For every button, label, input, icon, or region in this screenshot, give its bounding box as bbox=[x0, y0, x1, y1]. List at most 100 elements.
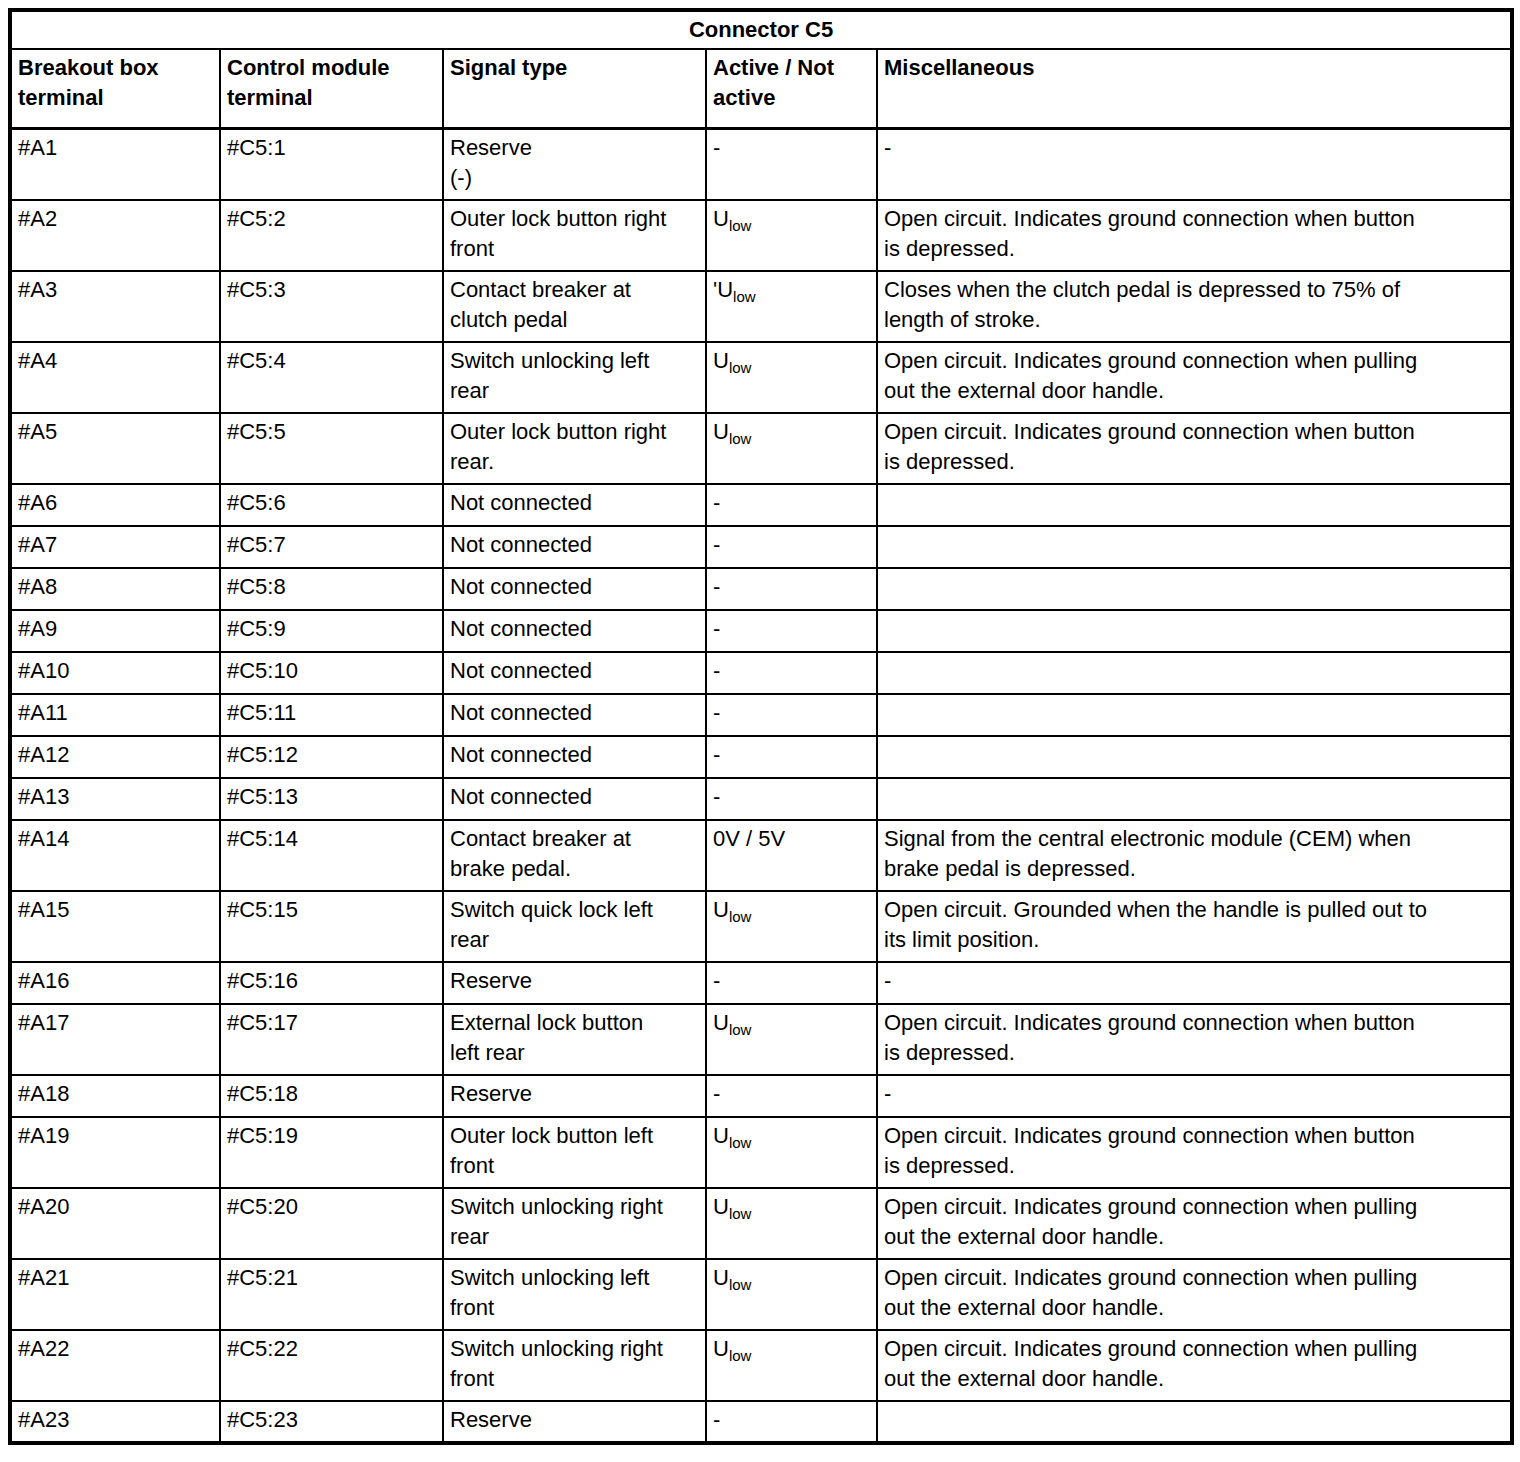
breakout-terminal-cell: #A6 bbox=[10, 484, 220, 526]
miscellaneous-cell: Open circuit. Indicates ground connectio… bbox=[877, 1117, 1512, 1188]
table-row: #A8 #C5:8 Not connected - bbox=[10, 568, 1512, 610]
active-state-cell: Ulow bbox=[706, 1259, 877, 1330]
breakout-terminal-cell: #A1 bbox=[10, 128, 220, 200]
signal-type-cell: Contact breaker at clutch pedal bbox=[443, 271, 706, 342]
miscellaneous-cell bbox=[877, 568, 1512, 610]
connector-c5-table: Connector C5 Breakout box terminal Contr… bbox=[8, 8, 1514, 1445]
breakout-terminal-cell: #A23 bbox=[10, 1401, 220, 1443]
table-row: #A2 #C5:2 Outer lock button right front … bbox=[10, 200, 1512, 271]
table-row: #A18 #C5:18 Reserve - - bbox=[10, 1075, 1512, 1117]
table-row: #A1 #C5:1 Reserve (-) - - bbox=[10, 128, 1512, 200]
table-header-row: Breakout box terminal Control module ter… bbox=[10, 49, 1512, 128]
miscellaneous-cell bbox=[877, 652, 1512, 694]
breakout-terminal-cell: #A9 bbox=[10, 610, 220, 652]
active-state-cell: - bbox=[706, 962, 877, 1004]
miscellaneous-cell: - bbox=[877, 128, 1512, 200]
miscellaneous-cell bbox=[877, 694, 1512, 736]
subscript-label: low bbox=[733, 288, 756, 305]
subscript-label: low bbox=[729, 1021, 752, 1038]
signal-type-cell: Not connected bbox=[443, 778, 706, 820]
active-state-cell: Ulow bbox=[706, 891, 877, 962]
control-module-terminal-cell: #C5:15 bbox=[220, 891, 443, 962]
column-header-active-not-active: Active / Not active bbox=[706, 49, 877, 128]
column-header-control-module-terminal: Control module terminal bbox=[220, 49, 443, 128]
table-row: #A14 #C5:14 Contact breaker at brake ped… bbox=[10, 820, 1512, 891]
miscellaneous-cell: Signal from the central electronic modul… bbox=[877, 820, 1512, 891]
breakout-terminal-cell: #A12 bbox=[10, 736, 220, 778]
active-state-cell: - bbox=[706, 128, 877, 200]
miscellaneous-cell: Open circuit. Indicates ground connectio… bbox=[877, 1188, 1512, 1259]
control-module-terminal-cell: #C5:10 bbox=[220, 652, 443, 694]
signal-type-cell: External lock button left rear bbox=[443, 1004, 706, 1075]
active-state-cell: - bbox=[706, 694, 877, 736]
table-row: #A21 #C5:21 Switch unlocking left front … bbox=[10, 1259, 1512, 1330]
document-page: Connector C5 Breakout box terminal Contr… bbox=[0, 0, 1520, 1462]
miscellaneous-cell bbox=[877, 736, 1512, 778]
signal-type-cell: Reserve bbox=[443, 962, 706, 1004]
subscript-label: low bbox=[729, 217, 752, 234]
breakout-terminal-cell: #A15 bbox=[10, 891, 220, 962]
signal-type-cell: Not connected bbox=[443, 484, 706, 526]
miscellaneous-cell: Open circuit. Indicates ground connectio… bbox=[877, 1259, 1512, 1330]
signal-type-cell: Contact breaker at brake pedal. bbox=[443, 820, 706, 891]
miscellaneous-cell: Open circuit. Indicates ground connectio… bbox=[877, 342, 1512, 413]
table-row: #A23 #C5:23 Reserve - bbox=[10, 1401, 1512, 1443]
active-state-cell: - bbox=[706, 610, 877, 652]
active-state-cell: Ulow bbox=[706, 200, 877, 271]
signal-type-cell: Not connected bbox=[443, 736, 706, 778]
breakout-terminal-cell: #A3 bbox=[10, 271, 220, 342]
control-module-terminal-cell: #C5:2 bbox=[220, 200, 443, 271]
miscellaneous-cell: Open circuit. Indicates ground connectio… bbox=[877, 1004, 1512, 1075]
miscellaneous-cell: - bbox=[877, 1075, 1512, 1117]
signal-type-cell: Not connected bbox=[443, 568, 706, 610]
active-state-cell: Ulow bbox=[706, 1117, 877, 1188]
miscellaneous-cell bbox=[877, 778, 1512, 820]
table-row: #A17 #C5:17 External lock button left re… bbox=[10, 1004, 1512, 1075]
miscellaneous-cell: Open circuit. Indicates ground connectio… bbox=[877, 1330, 1512, 1401]
control-module-terminal-cell: #C5:23 bbox=[220, 1401, 443, 1443]
breakout-terminal-cell: #A10 bbox=[10, 652, 220, 694]
table-row: #A16 #C5:16 Reserve - - bbox=[10, 962, 1512, 1004]
breakout-terminal-cell: #A18 bbox=[10, 1075, 220, 1117]
signal-type-cell: Not connected bbox=[443, 610, 706, 652]
control-module-terminal-cell: #C5:13 bbox=[220, 778, 443, 820]
breakout-terminal-cell: #A17 bbox=[10, 1004, 220, 1075]
table-title-row: Connector C5 bbox=[10, 10, 1512, 49]
breakout-terminal-cell: #A8 bbox=[10, 568, 220, 610]
subscript-label: low bbox=[729, 1276, 752, 1293]
active-state-cell: Ulow bbox=[706, 1188, 877, 1259]
column-header-miscellaneous: Miscellaneous bbox=[877, 49, 1512, 128]
control-module-terminal-cell: #C5:5 bbox=[220, 413, 443, 484]
table-row: #A11 #C5:11 Not connected - bbox=[10, 694, 1512, 736]
table-row: #A7 #C5:7 Not connected - bbox=[10, 526, 1512, 568]
active-state-cell: Ulow bbox=[706, 1004, 877, 1075]
breakout-terminal-cell: #A4 bbox=[10, 342, 220, 413]
control-module-terminal-cell: #C5:19 bbox=[220, 1117, 443, 1188]
control-module-terminal-cell: #C5:18 bbox=[220, 1075, 443, 1117]
signal-type-cell: Switch quick lock left rear bbox=[443, 891, 706, 962]
signal-type-cell: Switch unlocking right front bbox=[443, 1330, 706, 1401]
breakout-terminal-cell: #A21 bbox=[10, 1259, 220, 1330]
breakout-terminal-cell: #A2 bbox=[10, 200, 220, 271]
active-state-cell: - bbox=[706, 526, 877, 568]
active-state-cell: 'Ulow bbox=[706, 271, 877, 342]
control-module-terminal-cell: #C5:17 bbox=[220, 1004, 443, 1075]
signal-type-cell: Not connected bbox=[443, 652, 706, 694]
signal-type-cell: Not connected bbox=[443, 526, 706, 568]
active-state-cell: - bbox=[706, 484, 877, 526]
control-module-terminal-cell: #C5:7 bbox=[220, 526, 443, 568]
control-module-terminal-cell: #C5:1 bbox=[220, 128, 443, 200]
miscellaneous-cell: Closes when the clutch pedal is depresse… bbox=[877, 271, 1512, 342]
table-row: #A9 #C5:9 Not connected - bbox=[10, 610, 1512, 652]
active-state-cell: Ulow bbox=[706, 342, 877, 413]
breakout-terminal-cell: #A13 bbox=[10, 778, 220, 820]
table-row: #A12 #C5:12 Not connected - bbox=[10, 736, 1512, 778]
subscript-label: low bbox=[729, 430, 752, 447]
subscript-label: low bbox=[729, 908, 752, 925]
table-row: #A13 #C5:13 Not connected - bbox=[10, 778, 1512, 820]
control-module-terminal-cell: #C5:20 bbox=[220, 1188, 443, 1259]
miscellaneous-cell bbox=[877, 526, 1512, 568]
control-module-terminal-cell: #C5:6 bbox=[220, 484, 443, 526]
miscellaneous-cell bbox=[877, 1401, 1512, 1443]
table-row: #A3 #C5:3 Contact breaker at clutch peda… bbox=[10, 271, 1512, 342]
